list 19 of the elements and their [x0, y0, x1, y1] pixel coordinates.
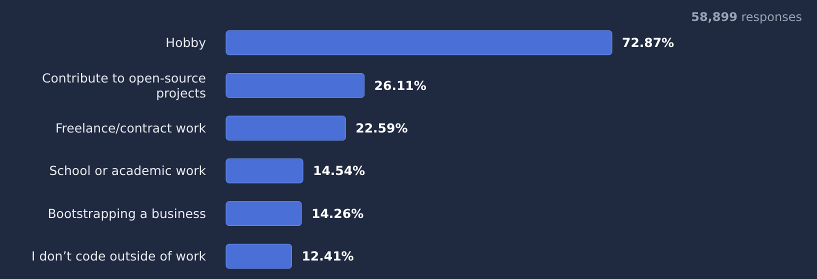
- data-label: 14.54%: [313, 163, 366, 178]
- bar: [226, 30, 612, 56]
- y-tick-label: I don’t code outside of work: [32, 248, 207, 264]
- y-tick-label: Bootstrapping a business: [48, 206, 206, 221]
- data-label: 12.41%: [302, 248, 354, 264]
- text: 58,899 responses: [691, 10, 802, 24]
- data-label: 14.26%: [312, 206, 364, 221]
- bar: [226, 73, 365, 98]
- bar: [226, 158, 304, 184]
- data-label: 22.59%: [356, 120, 408, 136]
- bar: [226, 201, 302, 226]
- y-tick-label: School or academic work: [49, 163, 207, 178]
- data-label: 26.11%: [374, 78, 427, 93]
- data-label: 72.87%: [622, 35, 675, 50]
- bar: [226, 244, 292, 269]
- y-tick-label: Freelance/contract work: [56, 120, 207, 136]
- y-tick-label: Hobby: [166, 35, 207, 50]
- y-tick-label: Contribute to open-source projects: [42, 70, 206, 100]
- bar: [226, 116, 346, 141]
